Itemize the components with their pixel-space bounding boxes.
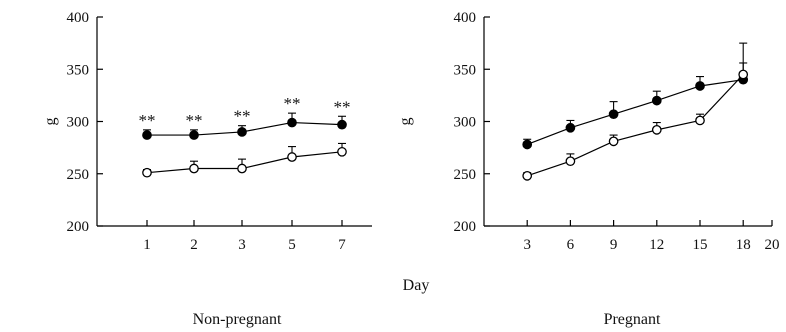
- series-line-filled: [526, 79, 744, 146]
- data-point-filled: [608, 109, 619, 120]
- data-point-filled: [565, 122, 576, 133]
- y-tick-label: 250: [67, 167, 90, 183]
- x-tick-label: 18: [736, 237, 751, 253]
- x-axis-label: Day: [403, 277, 430, 294]
- x-tick-label: 1: [143, 237, 151, 253]
- data-point-open: [695, 115, 705, 126]
- panel-label-pregnant: Pregnant: [604, 311, 661, 328]
- y-tick-label: 400: [454, 10, 477, 26]
- data-point-open: [189, 163, 199, 174]
- data-point-filled: [142, 130, 152, 140]
- data-point-filled: [695, 81, 705, 91]
- y-tick-label: 300: [454, 115, 477, 131]
- significance-label: **: [334, 97, 351, 116]
- data-point-open: [287, 152, 297, 162]
- panel-label-non-pregnant: Non-pregnant: [193, 311, 282, 328]
- x-tick-label: 5: [288, 237, 296, 253]
- data-point-filled: [651, 95, 662, 106]
- series-line-open: [527, 74, 744, 177]
- significance-label: **: [139, 111, 156, 130]
- significance-label: **: [234, 107, 251, 126]
- data-point-open: [237, 163, 247, 174]
- data-point-open: [337, 146, 347, 157]
- data-point-open: [608, 136, 619, 147]
- x-tick-label: 15: [693, 237, 708, 253]
- chart-pregnant: 200 250 300 350 400 g 3 6 9 12 15 18 20: [397, 10, 780, 253]
- x-tick-label: 12: [649, 237, 664, 253]
- x-tick-label: 2: [190, 237, 198, 253]
- data-point-open: [738, 69, 749, 80]
- data-point-filled: [287, 117, 297, 128]
- x-tick-label: 3: [523, 237, 531, 253]
- significance-label: **: [284, 94, 301, 113]
- x-tick-label: 6: [567, 237, 575, 253]
- y-tick-label: 300: [67, 115, 90, 131]
- x-tick-label: 3: [238, 237, 246, 253]
- data-point-open: [522, 170, 533, 181]
- y-axis-label: g: [42, 118, 59, 126]
- x-tick-label: 20: [765, 237, 780, 253]
- y-tick-label: 200: [454, 219, 477, 235]
- x-tick-label: 9: [610, 237, 618, 253]
- y-tick-label: 400: [67, 10, 90, 26]
- data-point-filled: [337, 119, 347, 130]
- data-point-filled: [189, 130, 199, 140]
- y-tick-label: 350: [67, 62, 90, 78]
- significance-label: **: [186, 111, 203, 130]
- chart-non-pregnant: 200 250 300 350 400 g 1 2 3 5 7 ** ** ** ** **: [42, 10, 372, 253]
- y-tick-label: 350: [454, 62, 477, 78]
- y-tick-label: 200: [67, 219, 90, 235]
- data-point-open: [565, 156, 576, 167]
- x-tick-label: 7: [338, 237, 346, 253]
- y-axis-label: g: [397, 118, 414, 126]
- data-point-filled: [237, 127, 247, 137]
- data-point-open: [651, 125, 662, 135]
- y-tick-label: 250: [454, 167, 477, 183]
- data-point-filled: [522, 139, 533, 150]
- data-point-open: [142, 167, 152, 178]
